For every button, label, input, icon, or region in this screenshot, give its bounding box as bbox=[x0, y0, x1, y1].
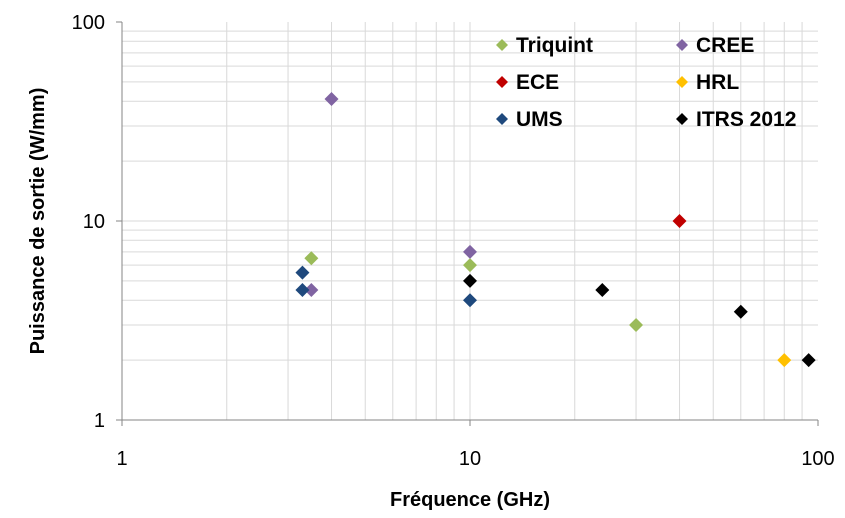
legend-label-itrs-2012: ITRS 2012 bbox=[696, 108, 796, 131]
tick-labels: 1 10 100 1 10 100 bbox=[72, 12, 835, 470]
x-tick-label: 100 bbox=[801, 448, 834, 470]
data-point-ums bbox=[295, 283, 310, 298]
data-point-itrs-2012 bbox=[595, 283, 610, 298]
legend-marker-cree bbox=[676, 39, 688, 51]
data-point-triquint bbox=[629, 318, 644, 333]
x-tick-label: 10 bbox=[459, 448, 481, 470]
legend: Triquint CREE ECE HRL UMS ITRS 2012 bbox=[496, 34, 796, 131]
y-tick-label: 100 bbox=[72, 12, 105, 34]
y-tick-label: 1 bbox=[94, 410, 105, 432]
data-point-hrl bbox=[777, 353, 792, 368]
x-tick-label: 1 bbox=[116, 448, 127, 470]
y-tick-label: 10 bbox=[83, 211, 105, 233]
legend-marker-hrl bbox=[676, 76, 688, 88]
y-axis-title: Puissance de sortie (W/mm) bbox=[27, 88, 49, 355]
legend-label-ece: ECE bbox=[516, 71, 559, 94]
data-point-itrs-2012 bbox=[463, 273, 477, 288]
legend-label-ums: UMS bbox=[516, 108, 563, 131]
legend-label-hrl: HRL bbox=[696, 71, 739, 94]
data-point-ece bbox=[672, 214, 687, 228]
legend-marker-itrs-2012 bbox=[676, 113, 688, 125]
data-point-cree bbox=[304, 283, 319, 298]
data-point-triquint bbox=[463, 258, 477, 273]
data-point-itrs-2012 bbox=[733, 304, 748, 319]
data-point-cree bbox=[324, 92, 339, 107]
data-point-ums bbox=[463, 293, 477, 308]
data-point-triquint bbox=[304, 251, 319, 266]
legend-marker-ums bbox=[496, 113, 508, 125]
x-axis-title: Fréquence (GHz) bbox=[390, 489, 550, 511]
legend-label-triquint: Triquint bbox=[516, 34, 593, 57]
axes bbox=[116, 21, 819, 426]
legend-marker-ece bbox=[496, 76, 508, 88]
grid-lines bbox=[122, 22, 818, 420]
data-points bbox=[295, 92, 816, 368]
data-point-ums bbox=[295, 265, 310, 280]
data-point-cree bbox=[463, 244, 477, 259]
legend-label-cree: CREE bbox=[696, 34, 754, 57]
legend-marker-triquint bbox=[496, 39, 508, 51]
data-point-itrs-2012 bbox=[801, 353, 816, 368]
